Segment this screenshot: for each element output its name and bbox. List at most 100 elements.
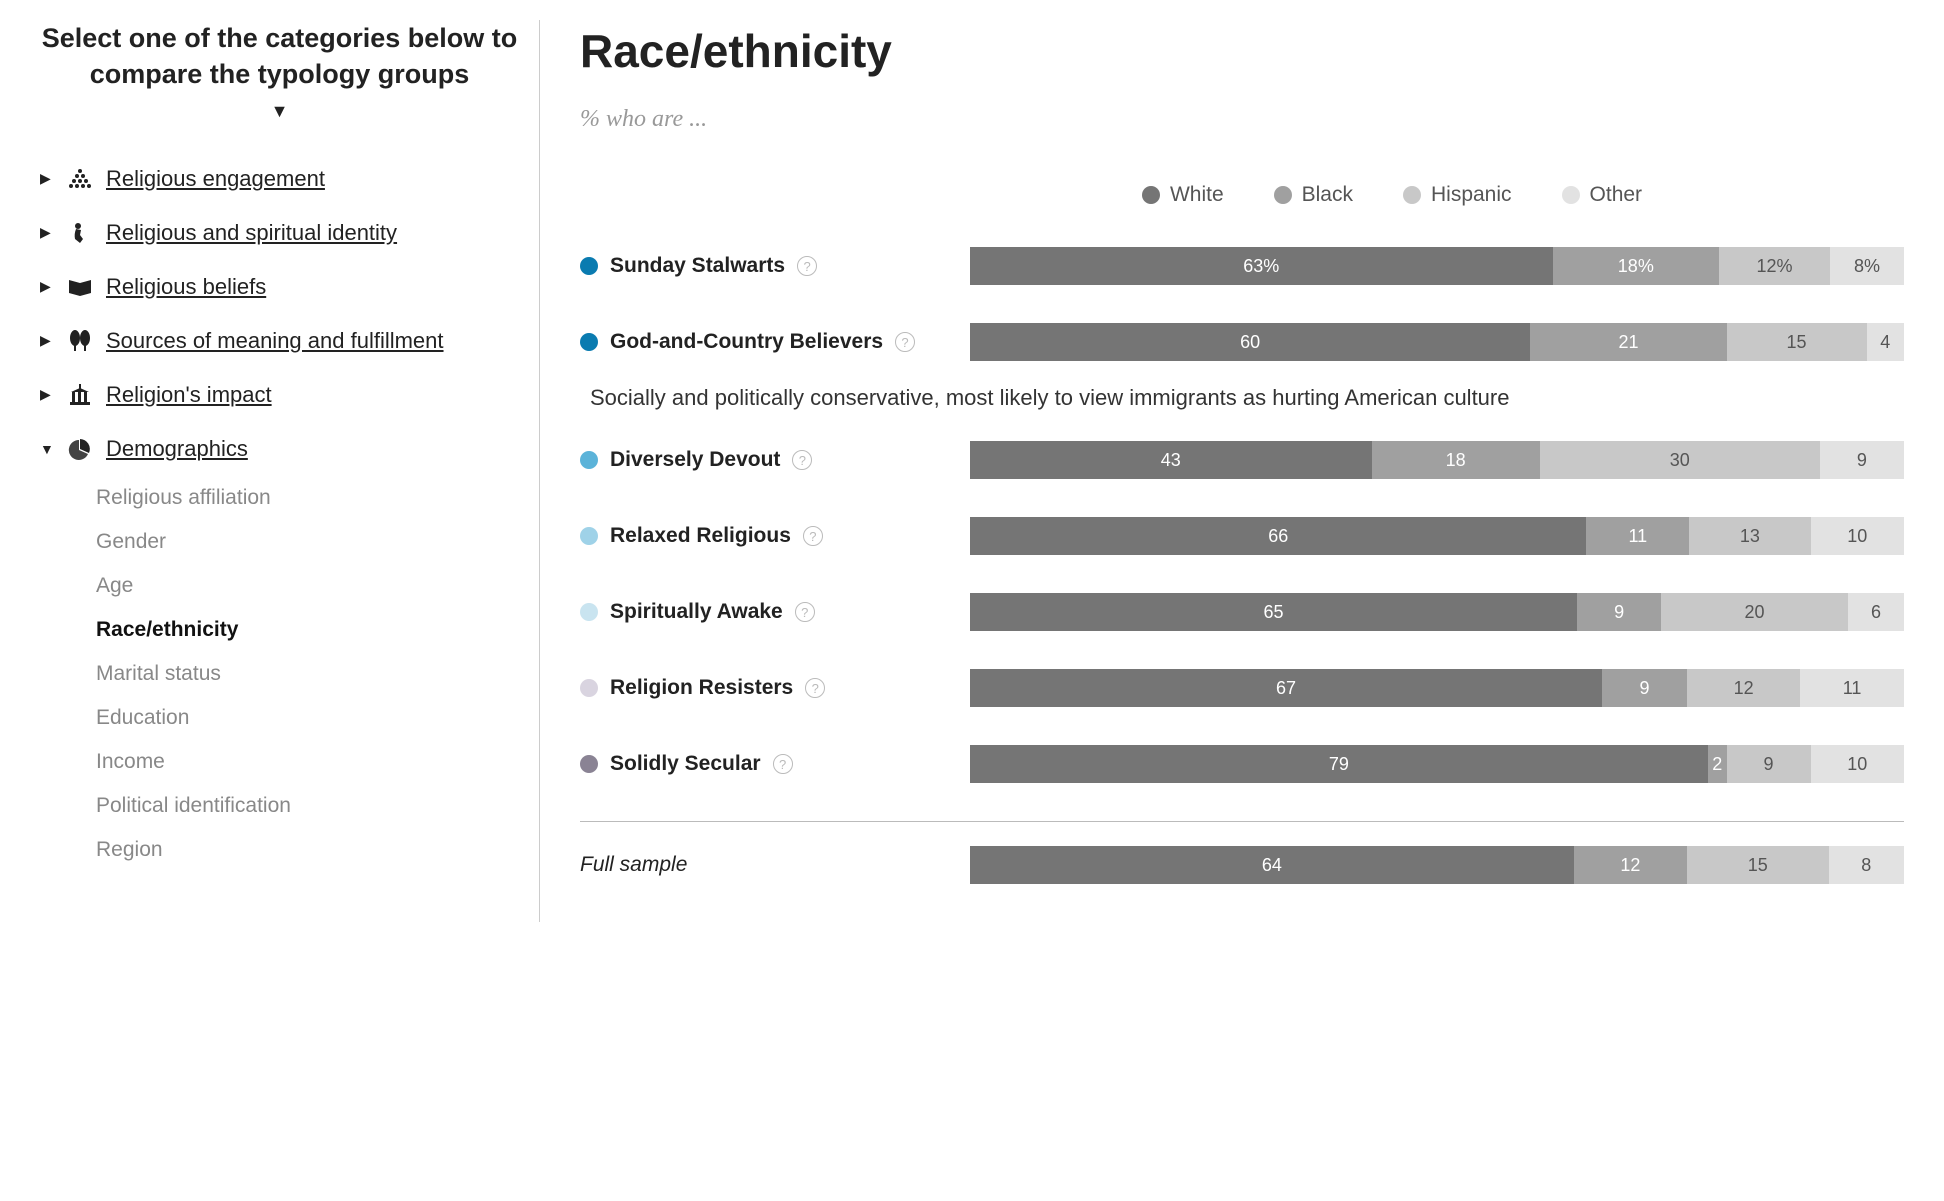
chevron-right-icon (40, 224, 54, 241)
category-label: Demographics (106, 436, 248, 462)
bar-segment: 64 (970, 846, 1574, 884)
bar-segment: 9 (1820, 441, 1904, 479)
bar-segment: 4 (1867, 323, 1904, 361)
chevron-right-icon (40, 332, 54, 349)
bar-segment: 65 (970, 593, 1577, 631)
info-icon[interactable]: ? (803, 526, 823, 546)
row-label-wrap: Sunday Stalwarts? (580, 254, 950, 278)
category-label: Religious beliefs (106, 274, 266, 300)
legend-swatch (1562, 186, 1580, 204)
row-label-wrap: Spiritually Awake? (580, 600, 950, 624)
bar-segment: 12 (1687, 669, 1800, 707)
bar-segment: 63% (970, 247, 1553, 285)
stacked-bar: 63%18%12%8% (970, 247, 1904, 285)
row-label-wrap: Religion Resisters? (580, 676, 950, 700)
bar-segment: 21 (1530, 323, 1726, 361)
row-label: Full sample (580, 853, 687, 877)
bar-segment: 9 (1602, 669, 1687, 707)
category-item[interactable]: Sources of meaning and fulfillment (40, 314, 519, 368)
category-label: Sources of meaning and fulfillment (106, 328, 444, 354)
kneel-icon (66, 221, 94, 245)
row-dot-icon (580, 333, 598, 351)
row-label-wrap: Relaxed Religious? (580, 524, 950, 548)
category-item[interactable]: Religious beliefs (40, 260, 519, 314)
subcategory-item[interactable]: Race/ethnicity (96, 608, 519, 652)
building-icon (66, 383, 94, 407)
info-icon[interactable]: ? (797, 256, 817, 276)
row-label[interactable]: God-and-Country Believers (610, 330, 883, 354)
subcategory-item[interactable]: Religious affiliation (96, 476, 519, 520)
info-icon[interactable]: ? (792, 450, 812, 470)
bar-segment: 6 (1848, 593, 1904, 631)
bar-segment: 2 (1708, 745, 1727, 783)
sidebar: Select one of the categories below to co… (40, 20, 540, 922)
chart-row: Diversely Devout?4318309 (580, 441, 1904, 479)
bar-segment: 15 (1727, 323, 1867, 361)
page-title: Race/ethnicity (580, 24, 1904, 78)
info-icon[interactable]: ? (805, 678, 825, 698)
stacked-bar: 6791211 (970, 669, 1904, 707)
chevron-right-icon (40, 170, 54, 187)
subcategory-item[interactable]: Marital status (96, 652, 519, 696)
bar-segment: 11 (1586, 517, 1689, 555)
chevron-down-icon (40, 441, 54, 457)
row-label[interactable]: Diversely Devout (610, 448, 780, 472)
legend-label: White (1170, 183, 1224, 207)
category-item[interactable]: Religious and spiritual identity (40, 206, 519, 260)
row-label[interactable]: Spiritually Awake (610, 600, 783, 624)
info-icon[interactable]: ? (895, 332, 915, 352)
chart-legend: WhiteBlackHispanicOther (580, 183, 1904, 207)
stacked-bar: 6021154 (970, 323, 1904, 361)
subcategory-item[interactable]: Education (96, 696, 519, 740)
stacked-bar: 792910 (970, 745, 1904, 783)
row-label[interactable]: Solidly Secular (610, 752, 761, 776)
full-sample-row: Full sample 6412158 (580, 846, 1904, 884)
row-annotation: Socially and politically conservative, m… (590, 385, 1904, 411)
category-item[interactable]: Religion's impact (40, 368, 519, 422)
row-label-wrap: Solidly Secular? (580, 752, 950, 776)
row-label[interactable]: Relaxed Religious (610, 524, 791, 548)
row-label[interactable]: Sunday Stalwarts (610, 254, 785, 278)
sidebar-title: Select one of the categories below to co… (40, 20, 519, 93)
subcategory-item[interactable]: Age (96, 564, 519, 608)
subcategory-item[interactable]: Income (96, 740, 519, 784)
stacked-bar: 6412158 (970, 846, 1904, 884)
category-label: Religious and spiritual identity (106, 220, 397, 246)
row-dot-icon (580, 257, 598, 275)
info-icon[interactable]: ? (773, 754, 793, 774)
sidebar-caret-icon[interactable]: ▼ (40, 101, 519, 122)
row-dot-icon (580, 603, 598, 621)
trees-icon (66, 329, 94, 353)
category-label: Religious engagement (106, 166, 325, 192)
row-dot-icon (580, 527, 598, 545)
category-item[interactable]: Demographics (40, 422, 519, 476)
chart-row: Solidly Secular? 792910 (580, 745, 1904, 783)
chart-rows: Sunday Stalwarts? 63%18%12%8% God-and-Coun… (580, 247, 1904, 884)
row-dot-icon (580, 451, 598, 469)
bar-segment: 30 (1540, 441, 1820, 479)
divider (580, 821, 1904, 822)
row-dot-icon (580, 679, 598, 697)
bar-segment: 12% (1719, 247, 1830, 285)
legend-swatch (1142, 186, 1160, 204)
subcategory-item[interactable]: Region (96, 828, 519, 872)
stacked-bar: 659206 (970, 593, 1904, 631)
info-icon[interactable]: ? (795, 602, 815, 622)
row-label-wrap: God-and-Country Believers? (580, 330, 950, 354)
row-label[interactable]: Religion Resisters (610, 676, 793, 700)
bar-segment: 15 (1687, 846, 1829, 884)
bar-segment: 9 (1727, 745, 1811, 783)
subcategory-item[interactable]: Gender (96, 520, 519, 564)
chevron-right-icon (40, 278, 54, 295)
category-item[interactable]: Religious engagement (40, 152, 519, 206)
subcategory-list: Religious affiliationGenderAgeRace/ethni… (40, 476, 519, 872)
bar-segment: 66 (970, 517, 1586, 555)
bar-segment: 18 (1372, 441, 1540, 479)
category-list: Religious engagement Religious and spirit… (40, 152, 519, 872)
bar-segment: 60 (970, 323, 1530, 361)
subcategory-item[interactable]: Political identification (96, 784, 519, 828)
legend-label: Hispanic (1431, 183, 1512, 207)
bar-segment: 10 (1811, 517, 1904, 555)
legend-item: Hispanic (1403, 183, 1512, 207)
chart-subtitle: % who are ... (580, 106, 1904, 133)
